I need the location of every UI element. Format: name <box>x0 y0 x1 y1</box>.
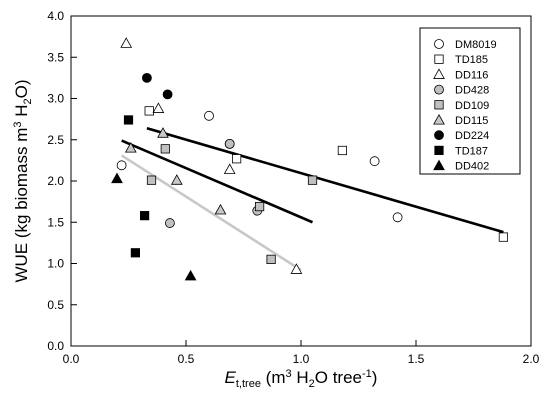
legend-label: TD185 <box>455 54 488 66</box>
data-point <box>498 232 509 242</box>
legend-label: DM8019 <box>455 39 497 51</box>
data-point <box>111 172 123 184</box>
y-tick-label: 2.5 <box>47 133 64 147</box>
y-tick-label: 4.0 <box>47 9 64 23</box>
legend-marker <box>433 159 445 171</box>
tick-labels: 0.0 0.5 1.0 1.5 2.0 0.0 0.5 1.0 1.5 2.0 2.5 3.0 3.5 4… <box>47 9 539 366</box>
legend-marker <box>434 39 444 49</box>
x-axis-title: Et,tree (m3 H2O tree-1) <box>225 368 378 390</box>
legend-label: DD224 <box>455 130 489 142</box>
x-tick-label: 1.5 <box>408 352 425 366</box>
data-point <box>141 72 152 83</box>
x-tick-label: 2.0 <box>523 352 540 366</box>
data-point <box>162 89 173 100</box>
data-point <box>223 163 236 175</box>
legend-marker <box>433 113 445 125</box>
data-point <box>254 201 265 212</box>
legend-marker <box>433 68 445 79</box>
x-tick-label: 1.0 <box>293 352 310 366</box>
data-point <box>152 102 165 113</box>
legend-label: DD116 <box>455 69 488 81</box>
data-point <box>224 138 235 149</box>
y-tick-label: 1.5 <box>47 215 64 229</box>
y-tick-label: 0.5 <box>47 298 64 312</box>
legend-marker <box>434 145 444 155</box>
legend-marker <box>434 84 444 95</box>
data-point <box>369 156 380 167</box>
data-point <box>231 154 242 164</box>
data-point <box>139 211 150 221</box>
regression-line <box>120 154 302 272</box>
legend-marker <box>434 54 444 64</box>
legend-marker <box>434 100 444 110</box>
legend-label: DD428 <box>455 85 489 97</box>
data-point <box>146 175 157 185</box>
data-point <box>290 263 303 274</box>
data-point <box>116 160 127 171</box>
y-tick-label: 1.0 <box>47 257 64 271</box>
data-point <box>124 141 137 153</box>
data-point <box>130 248 140 258</box>
data-point <box>170 174 183 185</box>
y-tick-label: 3.5 <box>47 50 64 64</box>
data-point <box>160 144 170 154</box>
legend: DM8019 TD185 DD116 DD428 DD109 DD115 DD224 TD18… <box>419 27 521 175</box>
regression-line <box>121 139 314 224</box>
data-point <box>214 203 227 215</box>
y-tick-label: 3.0 <box>47 92 64 106</box>
y-axis-title: WUE (kg biomass m3 H2O) <box>12 79 34 282</box>
data-point <box>184 269 197 281</box>
regression-lines <box>120 126 504 272</box>
legend-label: DD402 <box>455 161 489 173</box>
axis-ticks <box>70 15 532 347</box>
regression-line <box>146 126 504 234</box>
legend-marker <box>434 130 444 141</box>
y-tick-label: 2.0 <box>47 174 64 188</box>
data-point <box>307 175 318 185</box>
x-tick-label: 0.0 <box>63 352 80 366</box>
data-point <box>266 254 276 264</box>
legend-label: DD115 <box>455 115 488 127</box>
data-point <box>204 110 214 121</box>
data-point <box>337 145 348 156</box>
data-point <box>120 37 133 48</box>
legend-label: DD109 <box>455 100 489 112</box>
legend-label: TD187 <box>455 145 488 157</box>
data-point <box>144 106 154 116</box>
x-tick-label: 0.5 <box>178 352 195 366</box>
data-point <box>157 127 169 138</box>
y-tick-label: 0.0 <box>47 339 64 353</box>
data-point <box>164 218 175 228</box>
data-point <box>392 212 403 223</box>
data-points <box>111 37 509 281</box>
data-point <box>123 115 134 125</box>
